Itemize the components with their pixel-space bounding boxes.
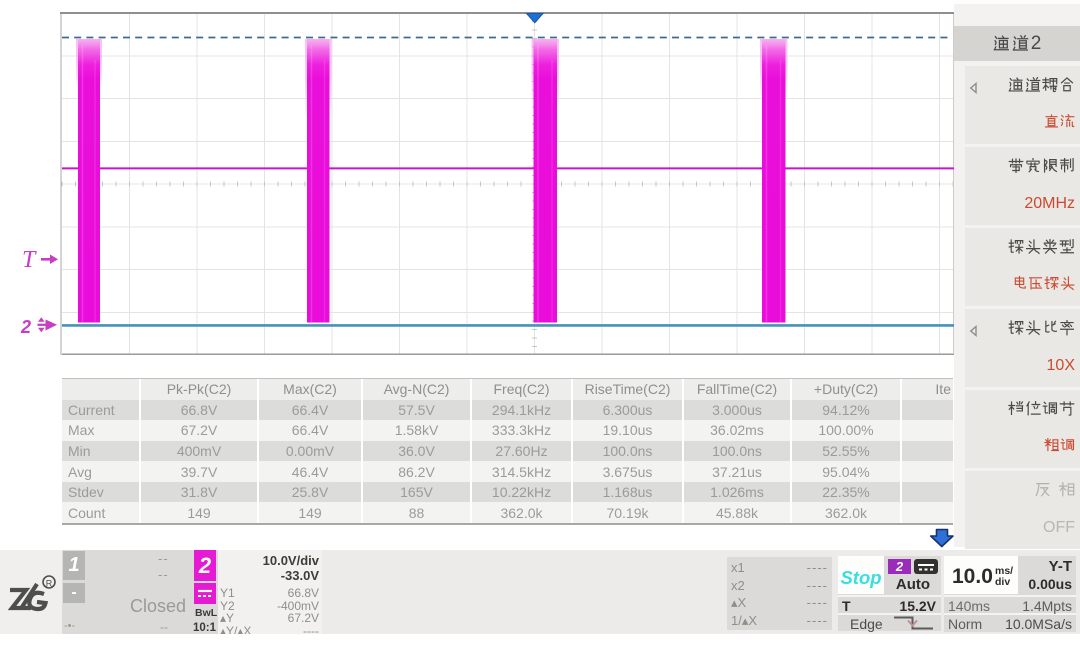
svg-text:R: R (46, 579, 53, 589)
svg-text:2: 2 (20, 317, 31, 337)
svg-text:T: T (22, 247, 37, 273)
